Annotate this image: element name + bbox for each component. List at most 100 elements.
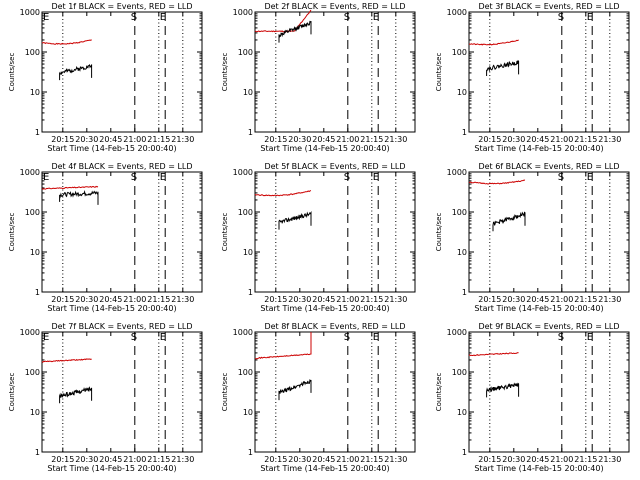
x-axis-label: Start Time (14-Feb-15 20:00:40)	[261, 304, 390, 313]
time-marker-label: E	[373, 172, 379, 183]
x-tick-label: 20:30	[502, 135, 525, 144]
x-tick-label: 21:30	[171, 295, 194, 304]
y-tick-label: 1000	[20, 8, 40, 17]
x-tick-label: 21:00	[337, 135, 360, 144]
events-series-line	[59, 64, 93, 81]
y-tick-label: 10	[30, 408, 40, 417]
x-tick-label: 20:30	[502, 455, 525, 464]
events-series-line	[59, 190, 99, 205]
time-marker-label: E	[43, 12, 49, 23]
chart-title: Det 1f BLACK = Events, RED = LLD	[51, 2, 192, 11]
lld-series-line	[255, 9, 312, 33]
x-tick-label: 21:30	[385, 295, 408, 304]
y-tick-label: 1	[462, 128, 467, 137]
lld-series-line	[468, 352, 519, 357]
y-tick-label: 100	[451, 208, 466, 217]
x-tick-label: 20:30	[289, 455, 312, 464]
x-axis-label: Start Time (14-Feb-15 20:00:40)	[47, 144, 176, 153]
x-tick-label: 21:30	[171, 455, 194, 464]
y-tick-label: 10	[243, 88, 253, 97]
x-tick-label: 20:45	[99, 135, 122, 144]
det-7-chart: Det 7f BLACK = Events, RED = LLD 1 10 100 10…	[8, 322, 203, 473]
det-5-chart: Det 5f BLACK = Events, RED = LLD 1 10 100 10…	[221, 162, 416, 313]
det-9-chart: Det 9f BLACK = Events, RED = LLD 1 10 100 10…	[435, 322, 630, 473]
y-axis-label: Counts/sec	[221, 373, 229, 412]
lld-series-line	[41, 39, 92, 45]
det-2-chart: Det 2f BLACK = Events, RED = LLD 1 10 100 10…	[221, 2, 416, 153]
plot-frame	[468, 331, 630, 453]
events-series-line	[278, 378, 312, 401]
y-tick-label: 100	[238, 208, 253, 217]
x-tick-label: 20:45	[313, 455, 336, 464]
x-tick-label: 21:00	[123, 455, 146, 464]
lld-series-line	[255, 332, 312, 360]
x-tick-label: 21:00	[123, 295, 146, 304]
plot-frame	[468, 171, 630, 293]
y-tick-label: 1	[462, 288, 467, 297]
x-tick-label: 20:15	[265, 135, 288, 144]
y-tick-label: 1000	[446, 8, 466, 17]
det-8-chart: Det 8f BLACK = Events, RED = LLD 1 10 100 10…	[221, 322, 416, 473]
x-tick-label: 21:00	[550, 135, 573, 144]
x-tick-label: 21:30	[385, 455, 408, 464]
y-axis-label: Counts/sec	[221, 53, 229, 92]
x-axis-label: Start Time (14-Feb-15 20:00:40)	[47, 464, 176, 473]
time-marker-label: E	[43, 332, 49, 343]
lld-series-line	[41, 185, 99, 190]
x-tick-label: 20:30	[75, 295, 98, 304]
y-axis-label: Counts/sec	[221, 213, 229, 252]
x-tick-label: 20:45	[526, 135, 549, 144]
y-tick-label: 1	[35, 448, 40, 457]
time-marker-label: E	[373, 12, 379, 23]
time-marker-label: E	[586, 172, 592, 183]
plot-frame	[254, 331, 416, 453]
y-tick-label: 100	[25, 368, 40, 377]
time-marker-label: S	[131, 172, 137, 183]
chart-title: Det 8f BLACK = Events, RED = LLD	[265, 322, 406, 331]
time-marker-label: E	[160, 12, 166, 23]
y-tick-label: 100	[25, 208, 40, 217]
y-tick-label: 1	[248, 288, 253, 297]
x-tick-label: 20:45	[526, 295, 549, 304]
x-tick-label: 21:15	[147, 455, 170, 464]
x-tick-label: 20:30	[75, 455, 98, 464]
x-tick-label: 21:30	[598, 295, 621, 304]
x-tick-label: 20:15	[478, 135, 501, 144]
x-tick-label: 20:45	[313, 295, 336, 304]
time-marker-label: S	[557, 12, 563, 23]
x-tick-label: 20:45	[313, 135, 336, 144]
x-tick-label: 20:30	[75, 135, 98, 144]
y-tick-label: 1	[248, 128, 253, 137]
chart-title: Det 9f BLACK = Events, RED = LLD	[478, 322, 619, 331]
y-tick-label: 100	[451, 48, 466, 57]
y-tick-label: 1000	[20, 328, 40, 337]
y-tick-label: 10	[30, 248, 40, 257]
x-tick-label: 20:15	[478, 295, 501, 304]
plot-frame	[254, 11, 416, 133]
time-marker-label: S	[344, 172, 350, 183]
lld-series-line	[41, 358, 92, 363]
time-marker-label: E	[586, 12, 592, 23]
plot-frame	[254, 171, 416, 293]
x-tick-label: 20:45	[526, 455, 549, 464]
time-marker-label: E	[160, 332, 166, 343]
x-tick-label: 21:15	[361, 455, 384, 464]
x-tick-label: 20:30	[502, 295, 525, 304]
x-tick-label: 21:15	[147, 135, 170, 144]
x-tick-label: 21:00	[337, 455, 360, 464]
x-axis-label: Start Time (14-Feb-15 20:00:40)	[474, 144, 603, 153]
events-series-line	[278, 210, 312, 230]
y-tick-label: 10	[456, 408, 466, 417]
plot-frame	[468, 11, 630, 133]
y-axis-label: Counts/sec	[8, 213, 16, 252]
chart-title: Det 2f BLACK = Events, RED = LLD	[265, 2, 406, 11]
y-tick-label: 100	[25, 48, 40, 57]
y-axis-label: Counts/sec	[8, 53, 16, 92]
det-1-chart: Det 1f BLACK = Events, RED = LLD 1 10 100 10…	[8, 2, 203, 153]
time-marker-label: S	[344, 332, 350, 343]
x-tick-label: 20:30	[289, 295, 312, 304]
y-tick-label: 1000	[20, 168, 40, 177]
x-tick-label: 20:45	[99, 455, 122, 464]
y-tick-label: 100	[238, 368, 253, 377]
